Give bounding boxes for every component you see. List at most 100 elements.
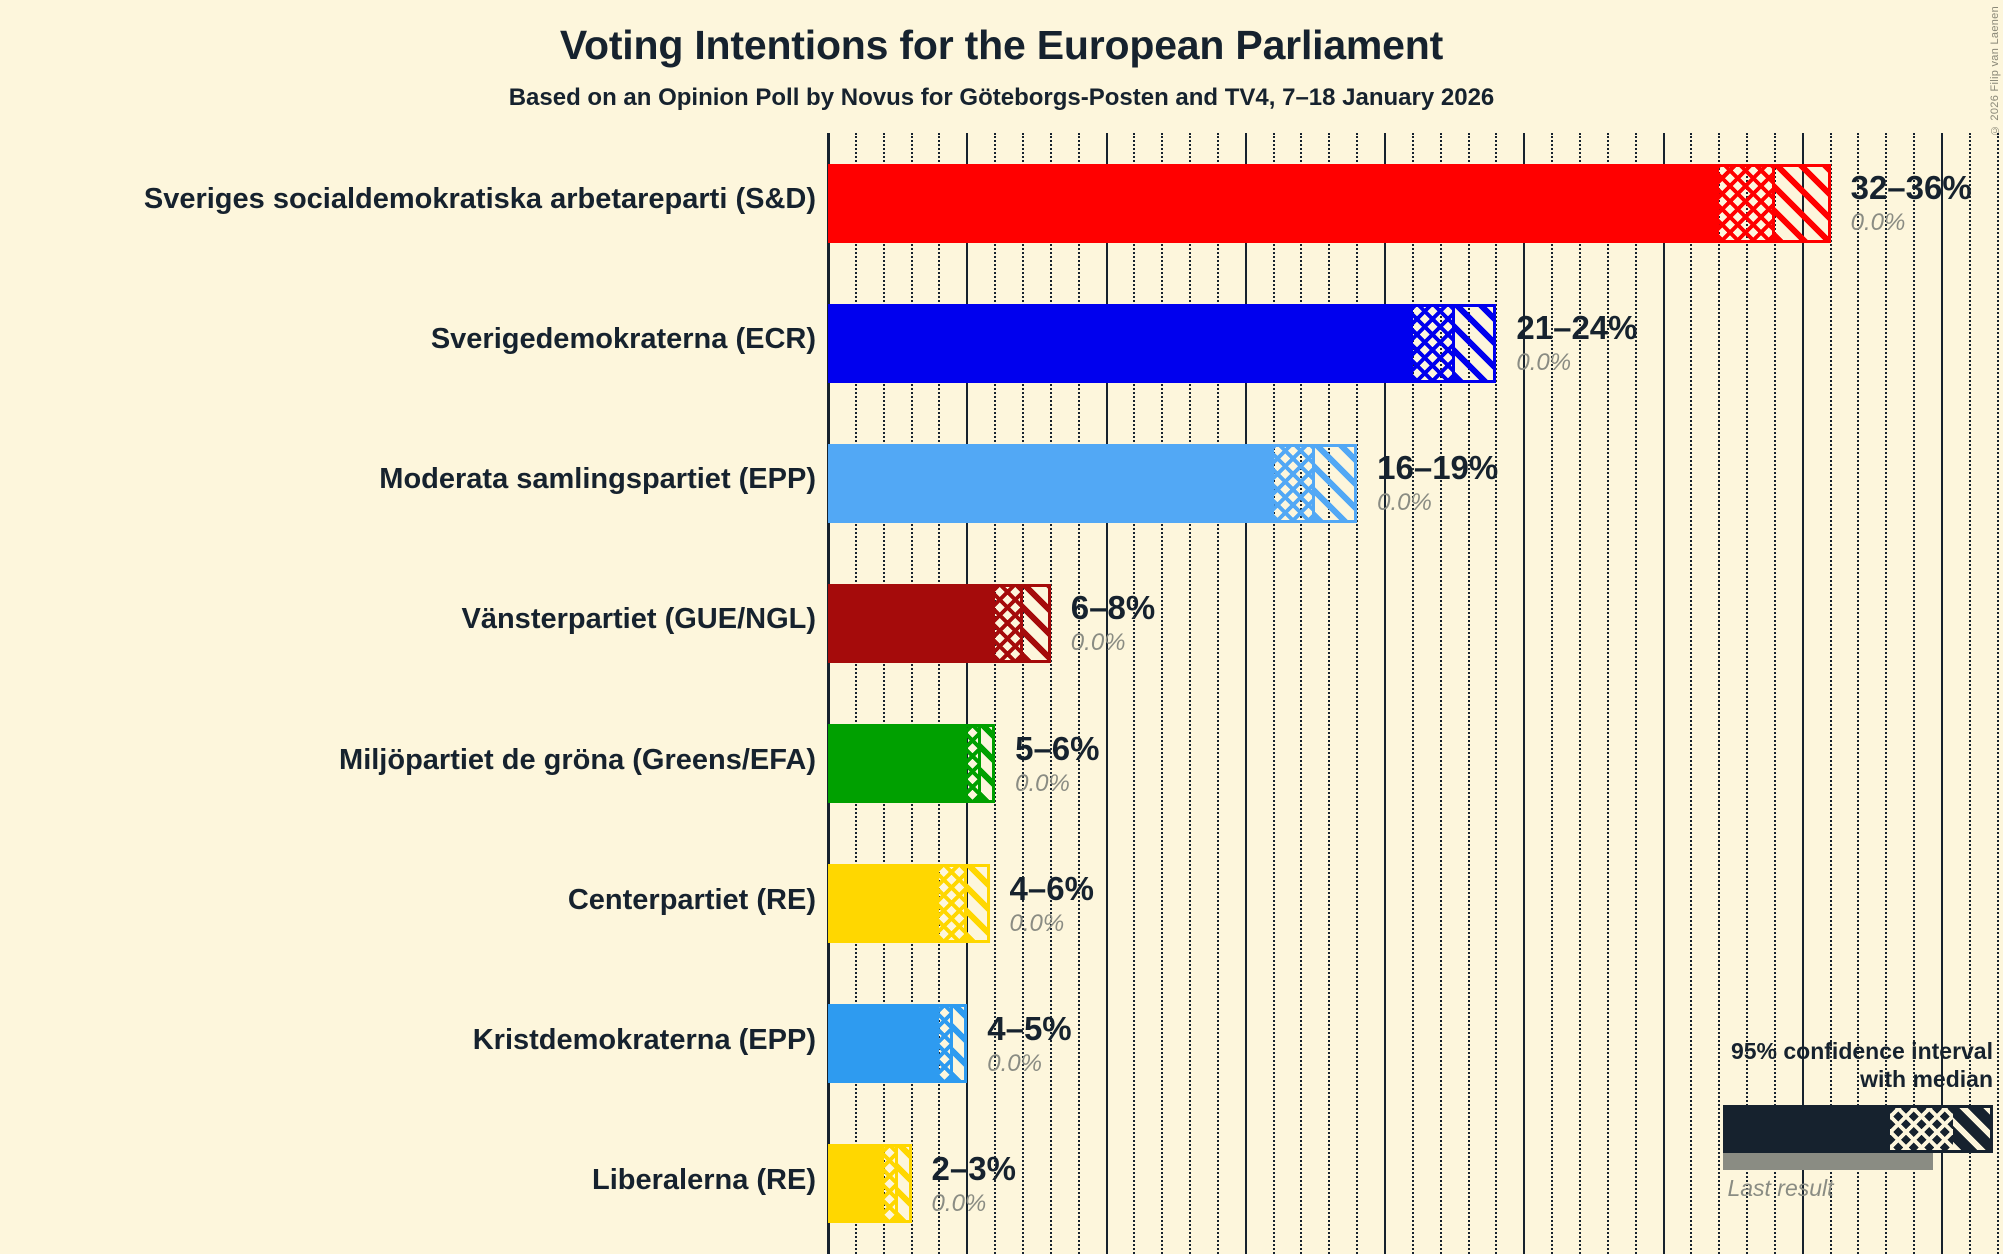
gridline-minor [1968,133,1971,1254]
gridline-minor [1216,133,1219,1254]
bar-last-result-label: 0.0% [1015,769,1070,797]
bar-lower-bound-segment [828,163,1720,243]
gridline-minor [1077,133,1080,1254]
gridline-major [1523,133,1526,1254]
bar-value-labels: 2–3% 0.0% [932,1152,1016,1216]
gridline-minor [1133,133,1136,1254]
bar-median-hatch-segment [1412,303,1455,383]
bar-lower-bound-segment [828,1144,884,1224]
gridline-minor [994,133,997,1254]
chart-bar-row: Sverigedemokraterna (ECR) 21–24% 0.0% [431,273,2003,413]
gridline-minor [854,133,857,1254]
gridline-minor [1885,133,1888,1254]
bar-lower-bound-segment [828,443,1274,523]
gridline-minor [1300,133,1303,1254]
confidence-interval-bar [828,1144,912,1224]
bar-median-hatch-segment [995,583,1023,663]
bar-range-label: 21–24% [1516,309,1638,347]
gridline-minor [1718,133,1721,1254]
gridline-minor [1328,133,1331,1254]
bar-last-result-label: 0.0% [1516,349,1572,377]
bar-upper-bound-hatch-segment [897,1144,912,1224]
confidence-interval-bar [828,864,990,944]
gridline-minor [1690,133,1693,1254]
bar-upper-bound-hatch-segment [1022,583,1051,663]
bar-lower-bound-segment [828,583,996,663]
gridline-minor [1746,133,1749,1254]
party-label: Sverigedemokraterna (ECR) [430,323,816,356]
bar-lower-bound-segment [828,303,1413,383]
bar-lower-bound-segment [828,864,940,944]
gridline-minor [1467,133,1470,1254]
gridline-minor [1161,133,1164,1254]
gridline-minor [1021,133,1024,1254]
bar-upper-bound-hatch-segment [1315,443,1358,523]
party-label: Moderata samlingspartiet (EPP) [379,463,816,496]
party-label: Centerpartiet (RE) [567,883,816,916]
gridline-minor [882,133,885,1254]
gridline-minor [1189,133,1192,1254]
chart-bar-row: Kristdemokraterna (EPP) 4–5% 0.0% [473,974,2003,1114]
page-subtitle: Based on an Opinion Poll by Novus for Gö… [508,84,1495,111]
gridline-major [966,133,969,1254]
chart-bar-row: Moderata samlingspartiet (EPP) 16–19% 0.0% [379,413,2003,553]
y-axis-line [827,133,830,1254]
bar-range-label: 16–19% [1377,449,1499,487]
bar-range-label: 6–8% [1070,589,1156,627]
bar-last-result-label: 0.0% [987,1049,1042,1077]
gridline-minor [1356,133,1359,1254]
confidence-interval-bar [828,443,1358,523]
gridline-minor [1996,133,1999,1254]
chart-bar-row: Liberalerna (RE) 2–3% 0.0% [592,1114,2003,1254]
legend-title-line1: 95% confidence interval [1730,1037,1993,1064]
bar-lower-bound-segment [828,1004,940,1084]
bar-upper-bound-hatch-segment [981,724,996,804]
bar-upper-bound-hatch-segment [1774,163,1831,243]
bar-range-label: 2–3% [931,1149,1016,1187]
gridline-minor [1411,133,1414,1254]
gridline-minor [1634,133,1637,1254]
chart-bar-row: Sveriges socialdemokratiska arbetarepart… [144,133,2003,273]
page-title: Voting Intentions for the European Parli… [559,22,1444,68]
chart-plot-area: Sveriges socialdemokratiska arbetarepart… [144,133,2003,1254]
bar-upper-bound-hatch-segment [1454,303,1497,383]
bar-last-result-label: 0.0% [1377,489,1432,517]
gridline-major [1941,133,1943,1254]
gridline-minor [1495,133,1498,1254]
bar-median-hatch-segment [939,1004,954,1084]
gridline-major [1244,133,1247,1254]
chart-bar-row: Vänsterpartiet (GUE/NGL) 6–8% 0.0% [462,553,2003,693]
gridline-major [1801,133,1804,1254]
bar-last-result-label: 0.0% [931,1189,987,1217]
bar-value-labels: 4–6% 0.0% [1010,872,1094,936]
confidence-interval-bar [828,583,1051,663]
bar-median-hatch-segment [1273,443,1316,523]
bar-last-result-label: 0.0% [1850,209,1906,237]
chart-bar-row: Centerpartiet (RE) 4–6% 0.0% [568,834,2003,974]
legend-upper-hatch [1953,1108,1990,1150]
confidence-interval-bar [828,724,996,804]
party-label: Miljöpartiet de gröna (Greens/EFA) [339,743,816,776]
copyright-notice: © 2026 Filip van Laenen [1989,6,2001,137]
gridline-major [1662,133,1665,1254]
bar-range-label: 4–5% [987,1009,1072,1047]
bar-value-labels: 16–19% 0.0% [1377,451,1498,515]
gridline-minor [1578,133,1581,1254]
gridline-minor [1606,133,1609,1254]
legend-last-result-swatch [1723,1153,1933,1170]
bar-upper-bound-hatch-segment [967,864,990,944]
party-label: Liberalerna (RE) [592,1163,816,1196]
legend-median-hatch [1889,1108,1954,1150]
confidence-interval-bar [828,1004,968,1084]
gridline-minor [1551,133,1554,1254]
legend-last-result-label: Last result [1727,1175,1834,1201]
gridline-minor [1272,133,1275,1254]
party-label: Sveriges socialdemokratiska arbetarepart… [143,183,816,216]
bar-range-label: 4–6% [1009,869,1094,907]
bar-median-hatch-segment [939,864,968,944]
bar-lower-bound-segment [828,724,968,804]
bar-last-result-label: 0.0% [1009,909,1065,937]
gridline-major [1384,133,1386,1254]
gridline-major [1105,133,1108,1254]
gridline-minor [938,133,941,1254]
